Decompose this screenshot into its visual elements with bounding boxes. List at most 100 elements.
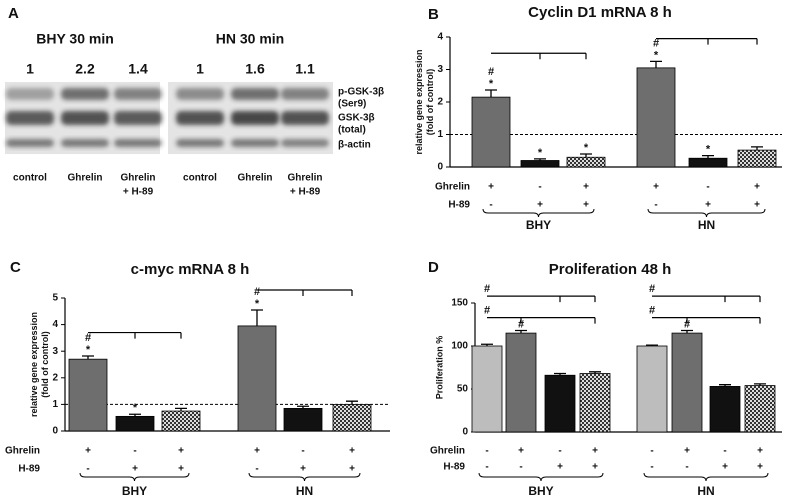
bar	[115, 415, 155, 432]
chart-title: Cyclin D1 mRNA 8 h	[528, 4, 672, 21]
y-axis-label: relative gene expression	[414, 49, 424, 154]
condition-sign: +	[684, 446, 690, 457]
condition-sign: +	[583, 200, 589, 211]
condition-sign: -	[86, 464, 89, 475]
group-brace	[482, 208, 595, 218]
group-brace	[478, 472, 604, 482]
condition-sign: +	[254, 446, 260, 457]
condition-sign: +	[583, 182, 589, 193]
group-label: BHY	[526, 218, 551, 232]
error-bar	[681, 329, 693, 334]
significance-bracket	[88, 331, 182, 339]
densitometry-ratio: 1	[196, 61, 204, 77]
bar	[520, 160, 560, 168]
significance-mark: *	[133, 402, 138, 414]
significance-mark: *	[654, 49, 659, 61]
panel-label: A	[8, 5, 19, 22]
bar	[505, 332, 537, 433]
panel-label: D	[428, 259, 439, 276]
bar	[579, 373, 611, 433]
condition-sign: -	[685, 462, 688, 473]
condition-label: H-89	[448, 200, 470, 211]
significance-bracket	[257, 289, 353, 297]
condition-sign: -	[255, 464, 258, 475]
y-tick-label: 100	[451, 341, 468, 352]
blot-title: BHY 30 min	[36, 31, 114, 47]
condition-label: H-89	[18, 464, 40, 475]
blot-band	[61, 139, 109, 147]
significance-mark: *	[86, 344, 91, 356]
group-label: HN	[296, 484, 313, 498]
band-label: GSK-3β	[338, 113, 375, 124]
densitometry-ratio: 1	[26, 61, 34, 77]
condition-sign: +	[518, 446, 524, 457]
condition-sign: -	[706, 182, 709, 193]
condition-sign: -	[301, 446, 304, 457]
significance-mark: #	[488, 66, 494, 78]
blot-band	[281, 88, 329, 100]
error-bar	[589, 371, 601, 374]
blot-band	[61, 111, 109, 125]
band-label: β-actin	[338, 140, 371, 151]
error-bar	[754, 383, 766, 386]
condition-sign: +	[537, 200, 543, 211]
error-bar	[702, 154, 714, 159]
blot-band	[176, 139, 224, 147]
y-tick-label: 2	[437, 97, 443, 108]
condition-sign: +	[757, 462, 763, 473]
blot-band	[6, 139, 54, 147]
bar	[68, 358, 108, 432]
significance-mark: #	[85, 332, 91, 344]
group-brace	[647, 208, 766, 218]
y-tick-label: 0	[52, 426, 58, 437]
significance-mark: #	[684, 318, 690, 330]
condition-label: H-89	[443, 462, 465, 473]
bar	[744, 385, 776, 433]
densitometry-ratio: 2.2	[75, 61, 95, 77]
error-bar	[534, 158, 546, 161]
error-bar	[346, 400, 358, 405]
y-tick-label: 150	[451, 298, 468, 309]
y-tick-label: 0	[437, 162, 443, 173]
blot-band	[231, 111, 279, 125]
error-bar	[297, 405, 309, 409]
condition-sign: +	[705, 200, 711, 211]
bracket-mark: #	[649, 283, 655, 295]
condition-sign: -	[133, 446, 136, 457]
significance-mark: *	[706, 144, 711, 156]
significance-mark: #	[653, 37, 659, 49]
group-label: HN	[698, 218, 715, 232]
condition-sign: +	[653, 182, 659, 193]
bar	[161, 410, 201, 432]
significance-bracket	[656, 38, 758, 45]
condition-sign: +	[722, 462, 728, 473]
blot-band	[114, 88, 162, 100]
condition-sign: -	[558, 446, 561, 457]
error-bar	[646, 344, 658, 346]
condition-label: Ghrelin	[430, 446, 465, 457]
significance-mark: #	[518, 318, 524, 330]
condition-sign: +	[754, 182, 760, 193]
blot-title: HN 30 min	[216, 31, 284, 47]
bar	[471, 96, 511, 168]
bar	[471, 345, 503, 433]
y-tick-label: 3	[437, 64, 443, 75]
bracket-mark: #	[649, 305, 655, 317]
y-tick-label: 2	[52, 372, 58, 383]
blot-band	[281, 111, 329, 125]
bar	[737, 149, 777, 168]
densitometry-ratio: 1.1	[295, 61, 315, 77]
condition-sign: +	[178, 464, 184, 475]
significance-bracket	[652, 295, 761, 303]
condition-sign: +	[349, 446, 355, 457]
bar	[283, 407, 323, 432]
error-bar	[515, 329, 527, 334]
condition-sign: +	[592, 446, 598, 457]
bar	[688, 157, 728, 168]
error-bar	[719, 384, 731, 387]
panel-label: C	[10, 259, 21, 276]
y-axis-label: relative gene expression	[29, 312, 39, 417]
y-tick-label: 5	[52, 293, 58, 304]
error-bar	[554, 372, 566, 376]
bracket-mark: #	[484, 283, 490, 295]
